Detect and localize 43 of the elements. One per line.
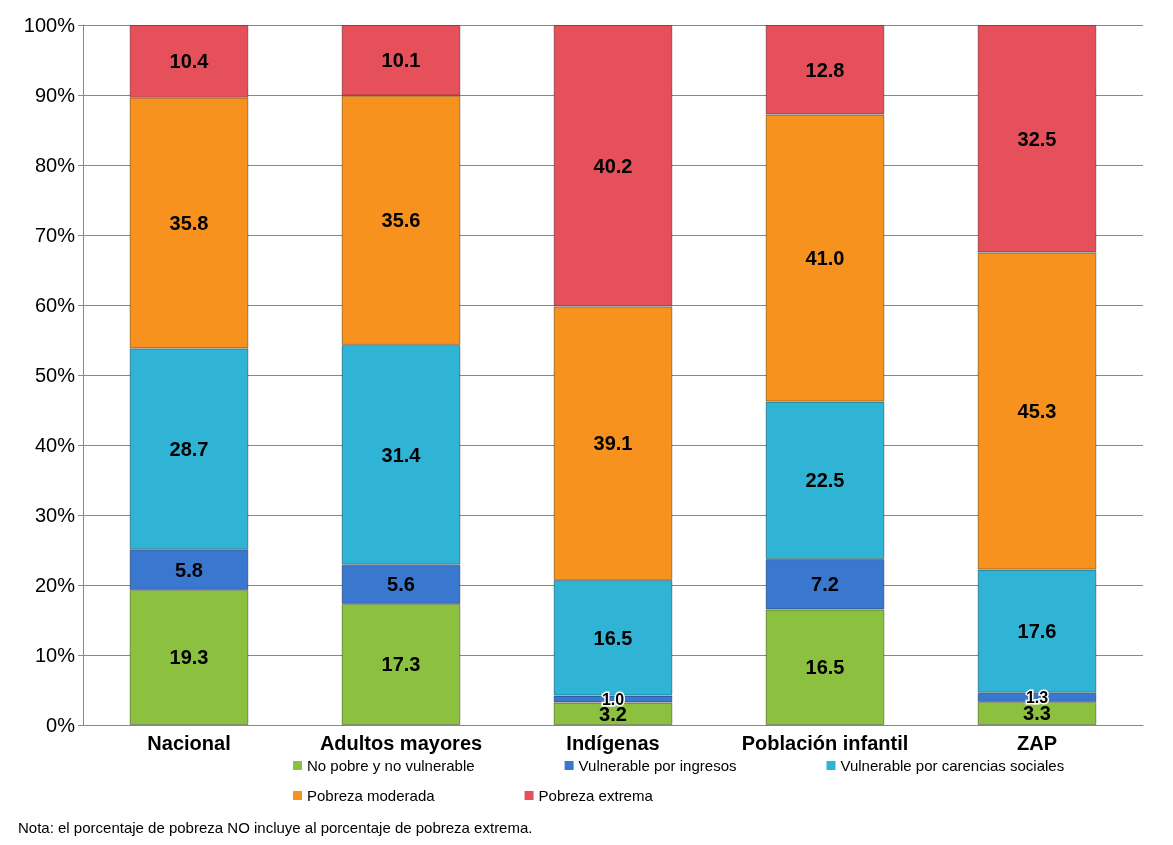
legend-label: Pobreza moderada [307,787,436,804]
data-label: 10.4 [169,50,210,73]
y-tick-label: 10% [34,644,76,666]
data-label: 32.5 [1017,127,1057,150]
data-label: 17.6 [1017,620,1057,643]
data-label: 22.5 [805,469,845,492]
y-tick-label: 40% [34,434,76,456]
legend-label: Vulnerable por carencias sociales [840,757,1065,774]
x-tick-label: Población infantil [741,732,909,754]
text: Nota: el porcentaje de pobreza NO incluye al porcentaje de pobreza extrema. [18,819,533,836]
y-tick-label: 60% [34,294,76,316]
x-tick-label: Adultos mayores [319,732,483,754]
data-label: 5.8 [175,558,203,581]
data-label: 7.2 [811,573,839,596]
y-tick-label: 80% [34,154,76,176]
legend-label: No pobre y no vulnerable [307,757,475,774]
data-label: 39.1 [593,432,633,455]
y-tick-label: 90% [34,84,76,106]
y-tick-label: 30% [34,504,76,526]
y-tick-label: 50% [34,364,76,386]
data-label: 28.7 [169,437,209,460]
data-label: 35.6 [381,209,421,232]
data-label: 45.3 [1017,400,1057,423]
data-label: 16.5 [805,656,845,679]
data-label: 19.3 [169,646,209,669]
x-tick-label: Nacional [147,732,231,754]
legend-label: Vulnerable por ingresos [578,757,737,774]
data-label: 35.8 [169,212,209,235]
data-label: 40.2 [593,154,633,177]
data-label: 10.1 [381,49,421,72]
data-label: 5.6 [387,573,415,596]
data-label: 17.3 [381,653,421,676]
data-label: 31.4 [381,443,422,466]
legend-label: Pobreza extrema [538,787,654,804]
y-tick-label: 0% [46,714,76,736]
x-tick-label: Indígenas [566,732,660,754]
y-tick-label: 100% [23,14,76,36]
data-label: 41.0 [805,247,845,270]
y-tick-label: 20% [34,574,76,596]
x-tick-label: ZAP [1017,732,1057,754]
data-label: 12.8 [805,58,845,81]
data-label: 16.5 [593,626,633,649]
y-tick-label: 70% [34,224,76,246]
